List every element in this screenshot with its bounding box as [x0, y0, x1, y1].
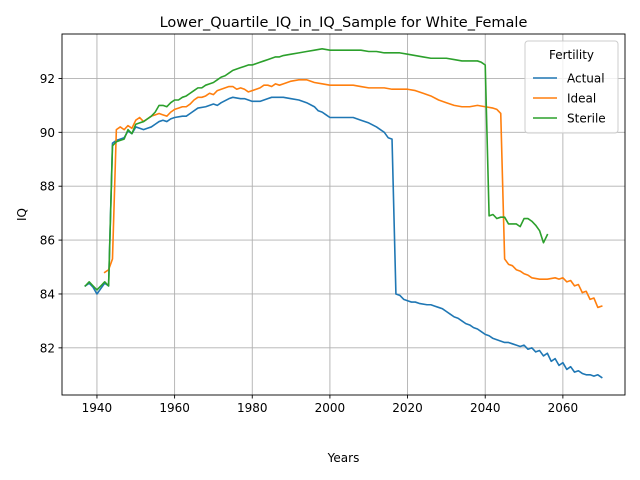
x-tick-label: 2060 [548, 401, 579, 415]
x-tick-label: 2040 [470, 401, 501, 415]
legend-box [524, 40, 619, 134]
x-axis-label: Years [327, 451, 360, 465]
legend-title: Fertility [549, 48, 594, 62]
series-lines [84, 48, 603, 379]
axis-ticks: 1940 1960 1980 2000 2020 2040 2060 82 84 86 88 90 92 [40, 72, 578, 415]
legend-label-ideal: Ideal [567, 92, 596, 106]
x-tick-label: 1980 [237, 401, 268, 415]
axes-frame [61, 33, 626, 396]
series-line-sterile [84, 48, 549, 291]
y-tick-label: 84 [40, 287, 55, 301]
x-tick-label: 1960 [159, 401, 190, 415]
y-tick-label: 92 [40, 72, 55, 86]
y-tick-label: 86 [40, 234, 55, 248]
series-line-ideal [103, 79, 603, 309]
chart-title: Lower_Quartile_IQ_in_IQ_Sample for White… [160, 15, 528, 31]
y-tick-label: 88 [40, 180, 55, 194]
grid [62, 34, 625, 395]
x-tick-label: 1940 [82, 401, 113, 415]
legend-entries: Actual Ideal Sterile [533, 72, 606, 126]
legend-label-sterile: Sterile [567, 112, 606, 126]
y-tick-label: 82 [40, 341, 55, 355]
legend-label-actual: Actual [567, 72, 605, 86]
x-tick-label: 2000 [315, 401, 346, 415]
y-axis-label: IQ [15, 208, 29, 221]
series-line-actual [84, 96, 603, 379]
y-tick-label: 90 [40, 126, 55, 140]
legend: Fertility Actual Ideal Sterile [524, 40, 619, 134]
x-tick-label: 2020 [392, 401, 423, 415]
